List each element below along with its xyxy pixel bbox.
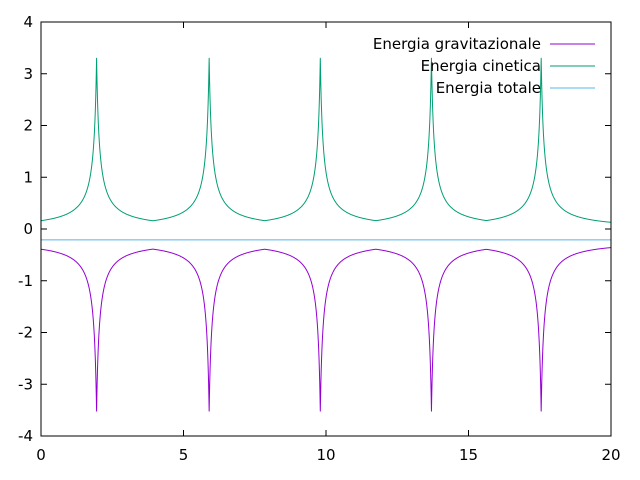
plot-frame bbox=[40, 21, 612, 437]
legend: Energia gravitazionale Energia cinetica En… bbox=[373, 35, 595, 97]
y-tick-label: 0 bbox=[23, 220, 33, 238]
x-tick-label: 5 bbox=[179, 446, 189, 464]
y-tick-label: 1 bbox=[23, 168, 33, 186]
x-tick-label: 15 bbox=[459, 446, 478, 464]
legend-label: Energia totale bbox=[436, 79, 541, 97]
y-tick-label: -2 bbox=[18, 324, 33, 342]
x-tick-label: 0 bbox=[36, 446, 46, 464]
y-tick-label: -4 bbox=[18, 427, 33, 445]
series-line-0 bbox=[40, 247, 612, 412]
series-lines bbox=[40, 57, 612, 412]
legend-label: Energia cinetica bbox=[421, 57, 541, 75]
y-tick-label: 2 bbox=[23, 117, 33, 135]
y-tick-label: -1 bbox=[18, 272, 33, 290]
legend-label: Energia gravitazionale bbox=[373, 35, 541, 53]
x-tick-label: 10 bbox=[316, 446, 335, 464]
y-tick-label: 4 bbox=[23, 13, 33, 31]
x-tick-label: 20 bbox=[601, 446, 620, 464]
y-tick-label: -3 bbox=[18, 375, 33, 393]
series-line-1 bbox=[40, 57, 612, 223]
y-tick-label: 3 bbox=[23, 65, 33, 83]
